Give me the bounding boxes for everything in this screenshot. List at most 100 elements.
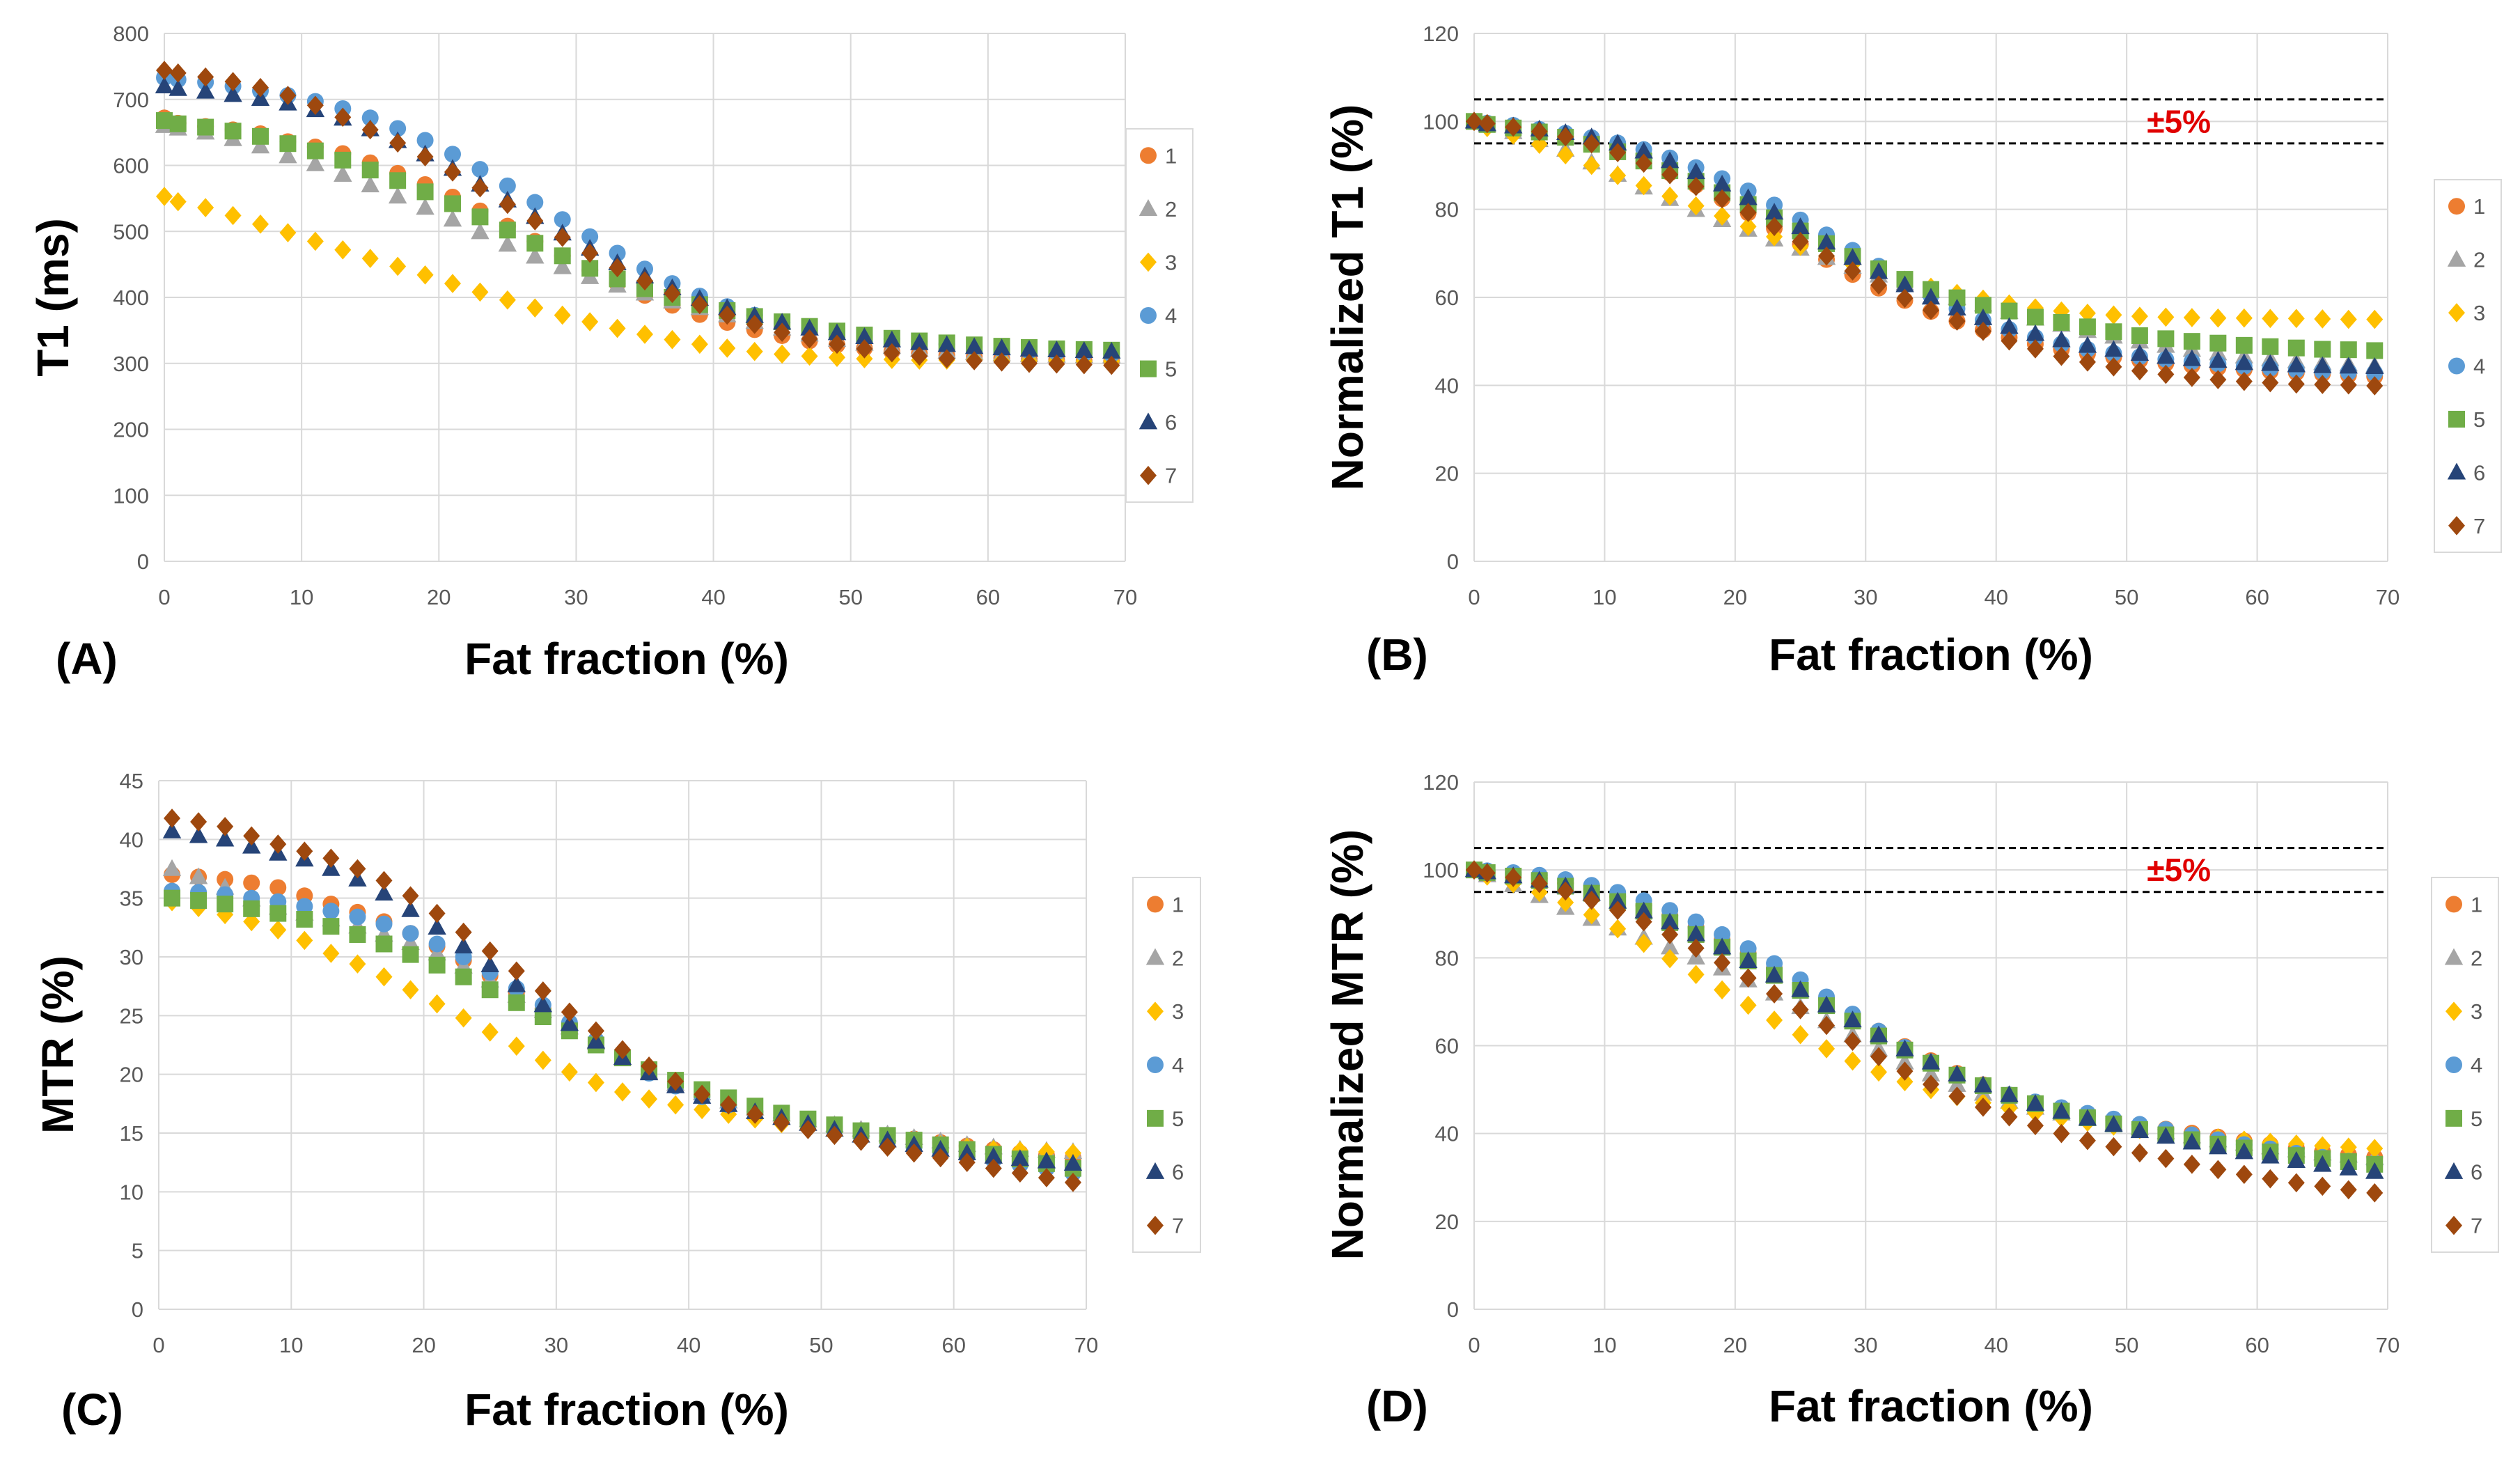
point-series-5 bbox=[2157, 330, 2175, 348]
point-series-5 bbox=[334, 151, 352, 169]
point-series-6 bbox=[2182, 1132, 2202, 1150]
point-series-7 bbox=[554, 227, 571, 247]
point-series-6 bbox=[560, 1014, 579, 1031]
point-series-6 bbox=[827, 323, 847, 341]
point-series-7 bbox=[1948, 1086, 1966, 1106]
point-series-7 bbox=[1635, 153, 1652, 173]
point-series-3 bbox=[1609, 166, 1627, 185]
point-series-4 bbox=[499, 177, 516, 194]
x-tick-label: 0 bbox=[152, 1333, 164, 1357]
point-series-5 bbox=[2314, 341, 2331, 358]
point-series-7 bbox=[1870, 1047, 1888, 1067]
x-tick-label: 10 bbox=[279, 1333, 303, 1357]
point-series-4 bbox=[416, 132, 434, 149]
point-series-6 bbox=[992, 338, 1011, 356]
point-series-3 bbox=[361, 249, 379, 268]
point-series-7 bbox=[667, 1071, 684, 1091]
x-axis-title: Fat fraction (%) bbox=[1769, 630, 2093, 680]
point-series-7 bbox=[2262, 373, 2279, 393]
point-series-6 bbox=[2026, 1093, 2045, 1111]
legend-label-1: 1 bbox=[1172, 892, 1184, 916]
legend-label-6: 6 bbox=[1172, 1160, 1184, 1185]
point-series-3 bbox=[1739, 217, 1757, 237]
point-series-7 bbox=[1766, 984, 1783, 1004]
point-series-6 bbox=[1817, 995, 1836, 1013]
point-series-3 bbox=[587, 1072, 604, 1093]
point-series-3 bbox=[471, 282, 489, 302]
point-series-6 bbox=[155, 77, 174, 93]
point-series-7 bbox=[993, 352, 1010, 372]
point-series-6 bbox=[1764, 965, 1784, 983]
point-series-7 bbox=[2366, 1183, 2384, 1203]
point-series-5 bbox=[2262, 338, 2279, 355]
point-series-5 bbox=[197, 118, 214, 136]
point-series-3 bbox=[1557, 893, 1574, 912]
legend-marker-6 bbox=[2447, 462, 2466, 480]
point-series-3 bbox=[526, 298, 544, 318]
point-series-5 bbox=[2235, 336, 2253, 354]
point-series-6 bbox=[1739, 951, 1758, 968]
legend-label-6: 6 bbox=[1165, 410, 1177, 435]
band-label: ±5% bbox=[2147, 103, 2211, 139]
point-series-3 bbox=[1609, 919, 1627, 939]
point-series-6 bbox=[1660, 912, 1680, 930]
point-series-5 bbox=[279, 135, 297, 153]
point-series-2 bbox=[189, 867, 208, 884]
point-series-3 bbox=[334, 240, 352, 260]
x-tick-label: 20 bbox=[427, 585, 451, 609]
legend-marker-7 bbox=[2445, 1215, 2462, 1235]
x-tick-label: 70 bbox=[1113, 585, 1137, 609]
point-series-3 bbox=[1870, 1062, 1888, 1082]
point-series-3 bbox=[1844, 1051, 1861, 1071]
y-axis-title: Normalized T1 (%) bbox=[1322, 104, 1372, 491]
x-tick-label: 0 bbox=[1468, 1333, 1480, 1357]
point-series-7 bbox=[1103, 355, 1120, 375]
point-series-7 bbox=[1038, 1168, 1055, 1187]
point-series-7 bbox=[1583, 134, 1600, 154]
point-series-5 bbox=[169, 115, 187, 132]
point-series-6 bbox=[169, 79, 187, 96]
point-series-3 bbox=[197, 198, 214, 217]
point-series-5 bbox=[455, 968, 472, 985]
point-series-6 bbox=[2078, 336, 2097, 353]
point-series-7 bbox=[471, 178, 489, 198]
point-series-6 bbox=[2182, 349, 2202, 366]
legend-label-2: 2 bbox=[1172, 946, 1184, 970]
point-series-7 bbox=[774, 322, 791, 343]
point-series-2 bbox=[251, 136, 270, 154]
x-tick-label: 30 bbox=[545, 1333, 568, 1357]
point-series-3 bbox=[554, 305, 571, 325]
point-series-7 bbox=[2262, 1169, 2279, 1189]
point-series-3 bbox=[322, 944, 340, 963]
x-tick-label: 60 bbox=[976, 585, 1000, 609]
point-series-6 bbox=[910, 333, 929, 350]
point-series-6 bbox=[2313, 356, 2332, 373]
point-series-7 bbox=[826, 1125, 843, 1146]
point-series-5 bbox=[402, 946, 419, 963]
point-series-7 bbox=[1661, 925, 1679, 944]
point-series-3 bbox=[2235, 308, 2253, 328]
point-series-7 bbox=[499, 194, 516, 214]
legend-marker-2 bbox=[2444, 948, 2464, 965]
point-series-6 bbox=[2000, 1085, 2019, 1102]
legend-marker-3 bbox=[1147, 1001, 1164, 1021]
y-tick-label: 40 bbox=[1435, 1122, 1459, 1146]
x-axis-title: Fat fraction (%) bbox=[464, 634, 789, 684]
x-tick-label: 0 bbox=[158, 585, 170, 609]
x-tick-label: 70 bbox=[2376, 585, 2400, 609]
point-series-7 bbox=[746, 315, 763, 334]
point-series-5 bbox=[2026, 309, 2044, 326]
point-series-3 bbox=[499, 290, 516, 310]
point-series-6 bbox=[1973, 308, 1993, 325]
point-series-6 bbox=[1686, 924, 1705, 942]
point-series-7 bbox=[694, 1084, 711, 1105]
point-series-7 bbox=[156, 61, 173, 80]
point-series-7 bbox=[2001, 1107, 2018, 1127]
point-series-4 bbox=[1687, 913, 1705, 930]
point-series-7 bbox=[1661, 164, 1679, 185]
point-series-7 bbox=[1739, 968, 1757, 988]
point-series-6 bbox=[454, 937, 473, 954]
legend-label-7: 7 bbox=[1172, 1214, 1184, 1238]
point-series-7 bbox=[1557, 881, 1574, 901]
point-series-7 bbox=[190, 812, 208, 832]
